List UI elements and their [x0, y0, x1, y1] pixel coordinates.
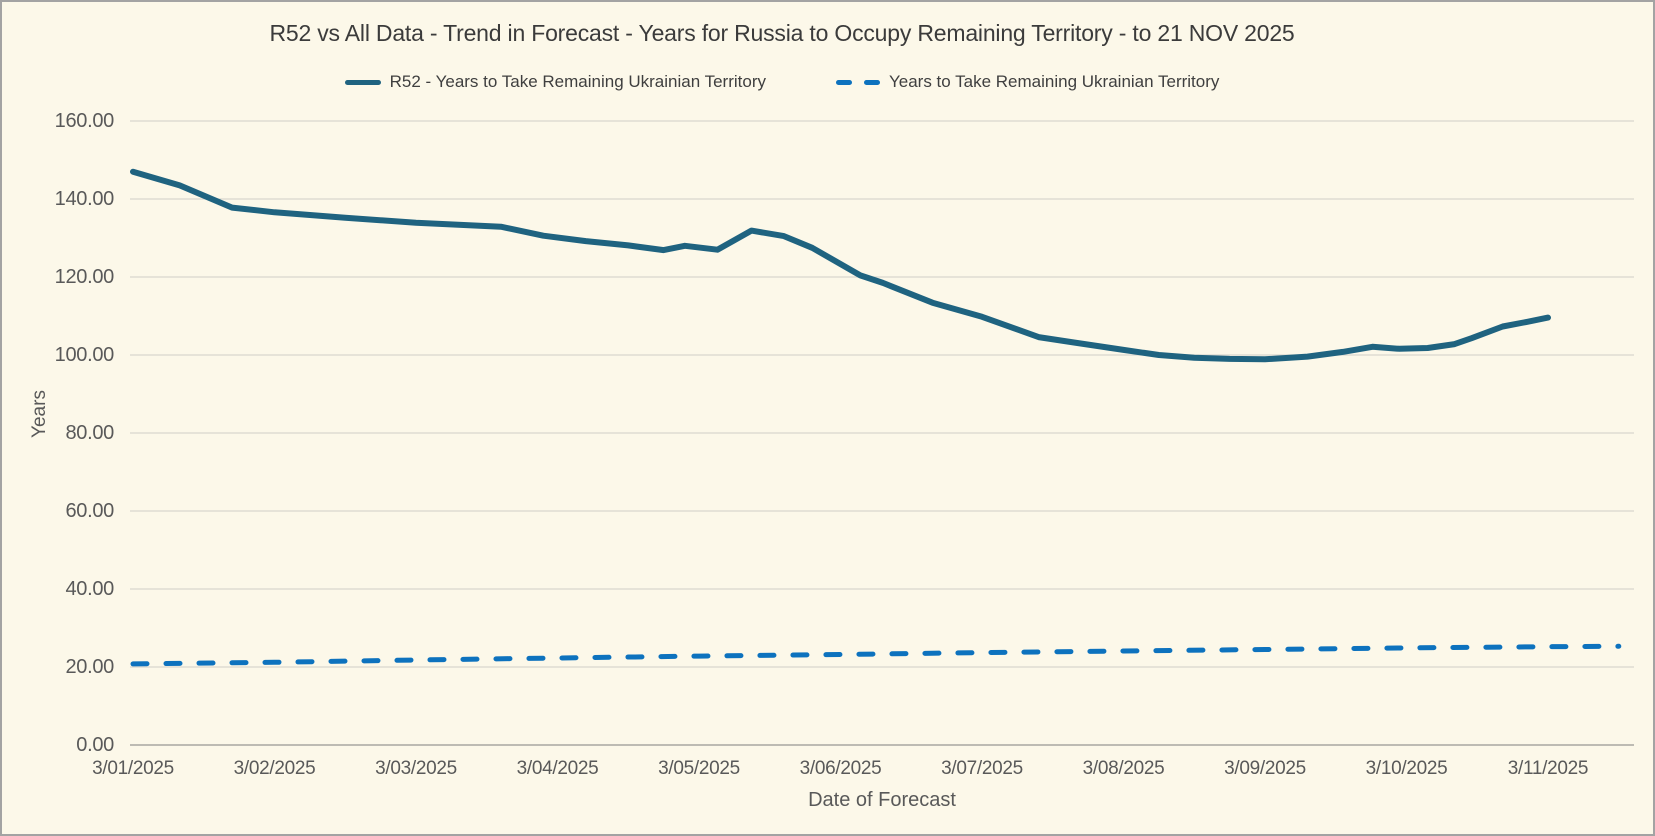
y-axis-label: 0.00 [76, 734, 114, 756]
legend-label-all-data: Years to Take Remaining Ukrainian Territ… [888, 72, 1220, 91]
x-axis-label: 3/07/2025 [941, 758, 1023, 779]
legend-label-r52: R52 - Years to Take Remaining Ukrainian … [389, 72, 766, 91]
x-axis-label: 3/09/2025 [1224, 758, 1306, 779]
y-axis-label: 100.00 [54, 344, 115, 366]
chart-title: R52 vs All Data - Trend in Forecast - Ye… [269, 20, 1295, 46]
x-axis-label: 3/08/2025 [1082, 758, 1165, 779]
y-axis-label: 40.00 [65, 578, 114, 600]
x-axis-label: 3/04/2025 [516, 758, 599, 779]
y-axis-label: 140.00 [54, 188, 115, 210]
y-axis-label: 60.00 [65, 500, 114, 522]
chart-legend: R52 - Years to Take Remaining Ukrainian … [130, 72, 1434, 92]
x-axis-label: 3/05/2025 [658, 758, 740, 779]
x-axis-label: 3/06/2025 [799, 758, 882, 779]
y-axis-label: 120.00 [54, 266, 115, 288]
y-axis-label: 20.00 [65, 656, 114, 678]
legend-solid-line-icon [344, 79, 381, 85]
y-axis-label: 80.00 [65, 422, 114, 444]
x-axis-label: 3/10/2025 [1365, 758, 1448, 779]
x-axis-label: 3/02/2025 [233, 758, 316, 779]
r52-series-line [130, 168, 1551, 363]
all-data-series-line [130, 643, 1622, 667]
legend-dashed-line-icon [835, 79, 880, 85]
x-axis-label: 3/03/2025 [375, 758, 457, 779]
x-axis-label: 3/01/2025 [92, 758, 174, 779]
y-axis-title: Years [29, 390, 50, 438]
legend-item-r52: R52 - Years to Take Remaining Ukrainian … [344, 72, 766, 92]
y-axis-label: 160.00 [54, 110, 115, 132]
x-axis-label: 3/11/2025 [1507, 758, 1589, 779]
x-axis-title: Date of Forecast [808, 789, 956, 811]
legend-item-all-data: Years to Take Remaining Ukrainian Territ… [835, 72, 1220, 92]
